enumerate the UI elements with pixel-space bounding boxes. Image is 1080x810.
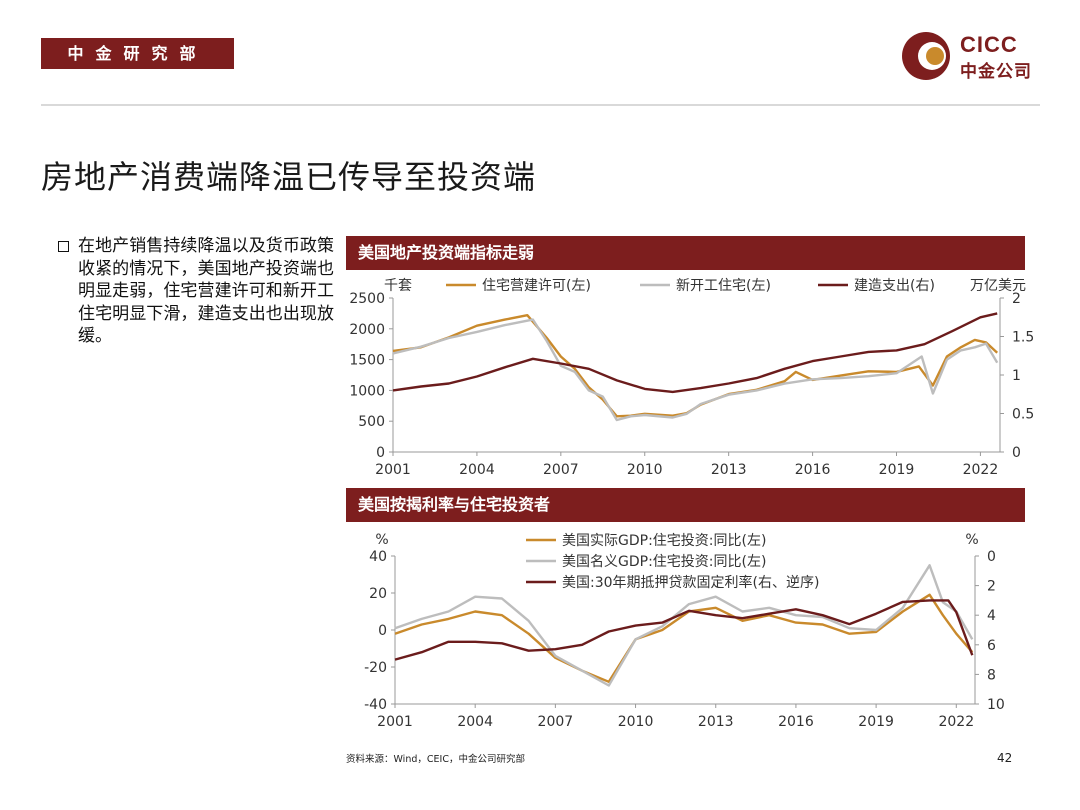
left-tick-label: 2500 [349,291,385,307]
right-tick-label: 0.5 [1012,407,1034,423]
left-tick-label: -40 [364,697,387,713]
left-tick-label: 2000 [349,322,385,338]
header-divider [41,104,1040,106]
x-tick-label: 2019 [879,462,915,478]
legend-label-2: 美国名义GDP:住宅投资:同比(左) [562,554,766,570]
x-tick-label: 2010 [627,462,663,478]
x-tick-label: 2013 [698,714,734,730]
right-tick-label: 0 [1012,445,1021,461]
series-line-2 [392,318,999,422]
left-tick-label: 1000 [349,383,385,399]
x-tick-label: 2007 [538,714,574,730]
left-unit-label: % [375,532,388,548]
right-tick-label: 10 [987,697,1005,713]
chart1-title: 美国地产投资端指标走弱 [346,236,1025,270]
x-tick-label: 2007 [543,462,579,478]
brand-cn: 中金公司 [960,62,1032,82]
series-line-3 [394,599,974,661]
right-tick-label: 6 [987,638,996,654]
chart2-plot: 2001 2004 2007 2010 2013 2016 2019 2022-40-2002… [364,532,1005,730]
x-tick-label: 2016 [795,462,831,478]
right-tick-label: 0 [987,549,996,565]
brand-en: CICC [960,32,1018,57]
left-tick-label: 0 [376,445,385,461]
x-tick-label: 2016 [778,714,814,730]
left-tick-label: 1500 [349,353,385,369]
left-tick-label: 40 [369,549,387,565]
series-line-3 [392,312,998,394]
x-tick-label: 2019 [858,714,894,730]
legend-label-1: 美国实际GDP:住宅投资:同比(左) [562,533,766,549]
x-tick-label: 2022 [963,462,999,478]
right-tick-label: 2 [1012,291,1021,307]
series-line-1 [394,593,974,684]
bullet-point: 在地产销售持续降温以及货币政策收紧的情况下，美国地产投资端也明显走弱，住宅营建许… [58,235,334,348]
legend-label-3: 建造支出(右) [854,278,935,294]
x-tick-label: 2004 [457,714,493,730]
page-number: 42 [997,751,1013,765]
right-tick-label: 4 [987,608,996,624]
right-tick-label: 8 [987,667,996,683]
bullet-square-icon [58,241,69,252]
right-tick-label: 1.5 [1012,330,1034,346]
chart1-plot: 2001 2004 2007 2010 2013 2016 2019 2022 0 500 1000… [349,278,1034,478]
bullet-text: 在地产销售持续降温以及货币政策收紧的情况下，美国地产投资端也明显走弱，住宅营建许… [78,236,334,346]
left-tick-label: 500 [358,414,385,430]
right-tick-label: 2 [987,579,996,595]
slide-title: 房地产消费端降温已传导至投资端 [41,158,537,196]
left-unit-label: 千套 [384,278,412,294]
x-tick-label: 2022 [938,714,974,730]
x-tick-label: 2001 [377,714,413,730]
chart2-title: 美国按揭利率与住宅投资者 [346,488,1025,522]
x-tick-label: 2010 [618,714,654,730]
right-unit-label: 万亿美元 [970,278,1026,294]
cicc-logo-icon [902,32,950,80]
x-tick-label: 2013 [711,462,747,478]
department-label: 中金研究部 [41,38,234,69]
right-unit-label: % [965,532,978,548]
legend-label-1: 住宅营建许可(左) [482,278,591,294]
left-tick-label: 20 [369,586,387,602]
cicc-logo: CICC 中金公司 [900,28,1045,84]
legend-label-3: 美国:30年期抵押贷款固定利率(右、逆序) [562,574,819,591]
source-note: 资料来源：Wind，CEIC，中金公司研究部 [346,754,525,765]
x-tick-label: 2004 [459,462,495,478]
left-tick-label: -20 [364,660,387,676]
right-tick-label: 1 [1012,368,1021,384]
legend-label-2: 新开工住宅(左) [676,278,771,294]
left-tick-label: 0 [378,623,387,639]
x-tick-label: 2001 [375,462,411,478]
